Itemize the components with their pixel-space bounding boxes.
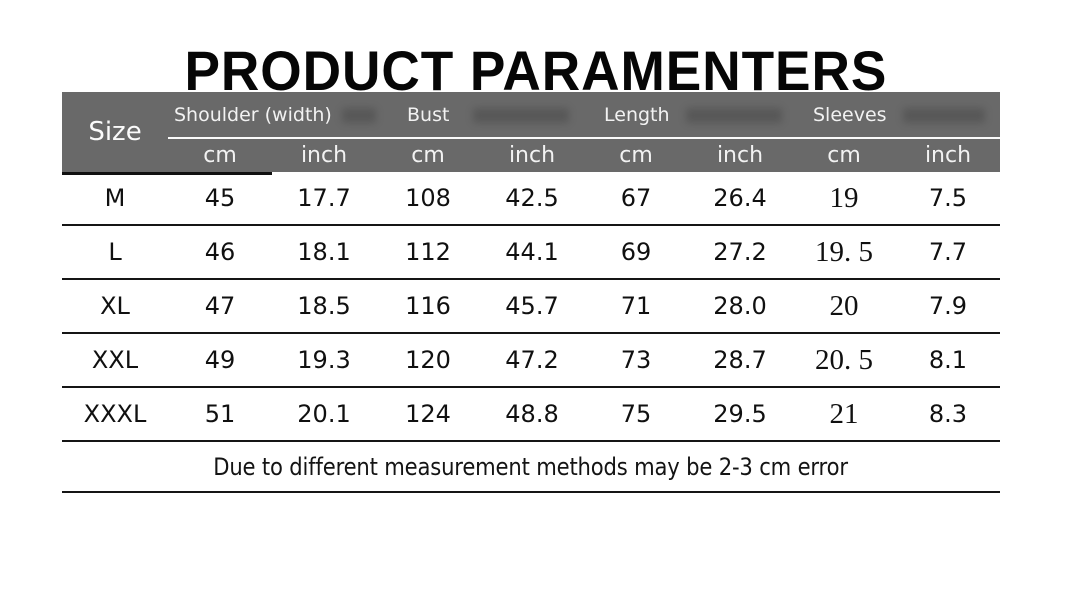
unit-header-sleeves-cm: cm [827,142,861,168]
length-inch-value: 29.5 [713,400,767,428]
length-cm-value: 75 [620,400,652,428]
shoulder-cm-value: 45 [204,184,236,212]
length-inch-value: 26.4 [713,184,767,212]
sleeves-inch-value: 7.9 [928,292,968,320]
sleeves-cm-value: 19 [829,181,859,214]
group-header-label: Bust [407,104,450,126]
shoulder-inch-value: 19.3 [297,346,351,374]
group-header-label: Shoulder (width) [174,104,332,126]
size-label: L [108,238,122,266]
table-header: Size Shoulder (width) Bust Length Sleeve… [62,92,1000,175]
page-title: PRODUCT PARAMENTERS [184,39,888,102]
bust-cm-value: 116 [405,292,451,320]
bust-inch-value: 45.7 [505,292,559,320]
size-label: XXXL [83,400,147,428]
sleeves-inch-value: 8.3 [928,400,968,428]
bust-inch-value: 48.8 [505,400,559,428]
measurement-note-row: Due to different measurement methods may… [62,442,1000,493]
sleeves-inch-value: 8.1 [928,346,968,374]
title-area: PRODUCT PARAMENTERS [0,0,1072,102]
bust-cm-value: 108 [405,184,451,212]
blurred-text-smudge [902,107,985,123]
sleeves-cm-value: 21 [829,397,859,430]
size-chart-table: Size Shoulder (width) Bust Length Sleeve… [62,92,1000,493]
group-header-shoulder: Shoulder (width) [168,92,376,138]
blurred-text-smudge [473,107,570,123]
shoulder-cm-value: 49 [204,346,236,374]
sleeves-inch-value: 7.7 [928,238,968,266]
shoulder-inch-value: 18.5 [297,292,351,320]
bust-inch-value: 47.2 [505,346,559,374]
table-row-xxl: XXL 49 19.3 120 47.2 73 28.7 20. 5 8.1 [62,334,1000,388]
shoulder-cm-value: 51 [204,400,236,428]
table-row-xl: XL 47 18.5 116 45.7 71 28.0 20 7.9 [62,280,1000,334]
bust-cm-value: 120 [405,346,451,374]
bust-inch-value: 44.1 [505,238,559,266]
group-header-bust: Bust [376,92,584,138]
length-cm-value: 69 [620,238,652,266]
size-label: XL [100,292,130,320]
blurred-text-smudge [341,107,376,123]
length-inch-value: 28.7 [713,346,767,374]
shoulder-cm-value: 47 [204,292,236,320]
shoulder-inch-value: 20.1 [297,400,351,428]
group-header-label: Length [604,104,670,126]
sleeves-cm-value: 19. 5 [815,235,873,268]
length-cm-value: 71 [620,292,652,320]
sleeves-cm-value: 20. 5 [815,343,873,376]
bust-cm-value: 124 [405,400,451,428]
group-header-sleeves: Sleeves [792,92,1000,138]
header-divider-line [168,137,1000,139]
group-header-label: Sleeves [813,104,887,126]
header-partial-underline [62,172,272,175]
shoulder-cm-value: 46 [204,238,236,266]
unit-header-bust-inch: inch [508,142,556,168]
shoulder-inch-value: 17.7 [297,184,351,212]
length-inch-value: 27.2 [713,238,767,266]
unit-header-sleeves-inch: inch [924,142,972,168]
length-cm-value: 67 [620,184,652,212]
table-row-l: L 46 18.1 112 44.1 69 27.2 19. 5 7.7 [62,226,1000,280]
bust-inch-value: 42.5 [505,184,559,212]
length-inch-value: 28.0 [713,292,767,320]
measurement-note: Due to different measurement methods may… [213,452,849,481]
sleeves-inch-value: 7.5 [928,184,968,212]
unit-header-shoulder-cm: cm [203,142,237,168]
table-row-xxxl: XXXL 51 20.1 124 48.8 75 29.5 21 8.3 [62,388,1000,442]
blurred-text-smudge [685,107,782,123]
size-label: M [104,184,126,212]
unit-header-length-inch: inch [716,142,764,168]
size-label: XXL [91,346,139,374]
table-row-m: M 45 17.7 108 42.5 67 26.4 19 7.5 [62,172,1000,226]
column-header-size: Size [88,117,142,147]
length-cm-value: 73 [620,346,652,374]
shoulder-inch-value: 18.1 [297,238,351,266]
unit-header-bust-cm: cm [411,142,445,168]
unit-header-shoulder-inch: inch [300,142,348,168]
group-header-length: Length [584,92,792,138]
bust-cm-value: 112 [405,238,451,266]
sleeves-cm-value: 20 [829,289,859,322]
unit-header-length-cm: cm [619,142,653,168]
